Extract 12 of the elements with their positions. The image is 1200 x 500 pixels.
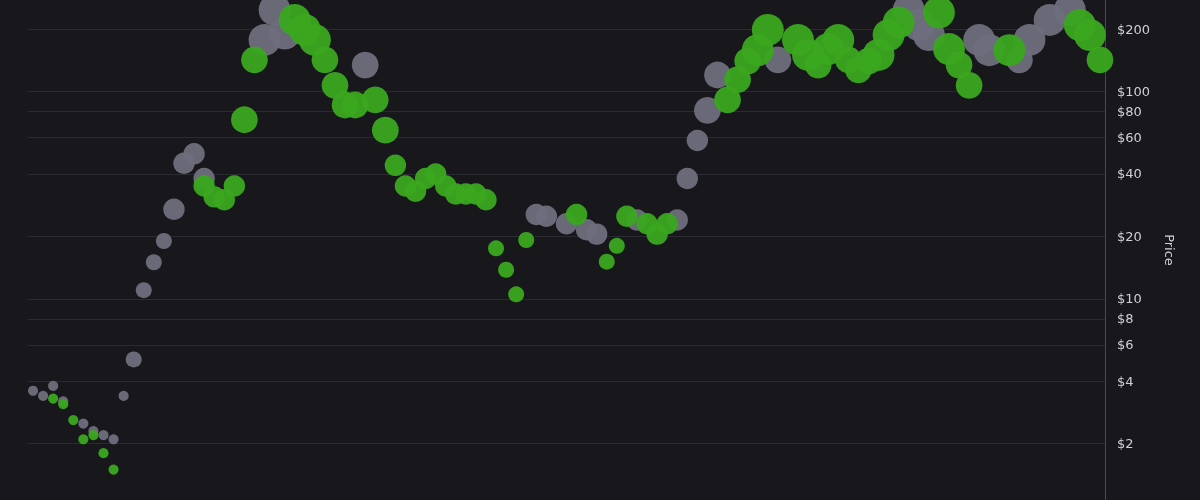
y-tick-label: $200 (1117, 21, 1151, 37)
y-axis-title: Price (1162, 234, 1177, 266)
y-tick-label: $40 (1117, 166, 1142, 182)
y-tick-label: $60 (1117, 129, 1142, 145)
y-tick-label: $10 (1117, 291, 1142, 307)
y-tick-label: $2 (1117, 436, 1134, 452)
y-tick-label: $80 (1117, 104, 1142, 120)
y-tick-label: $100 (1117, 83, 1151, 99)
y-tick-label: $8 (1117, 311, 1134, 327)
y-tick-label: $4 (1117, 373, 1134, 389)
y-tick-label: $6 (1117, 337, 1134, 353)
y-tick-label: $20 (1117, 228, 1142, 244)
